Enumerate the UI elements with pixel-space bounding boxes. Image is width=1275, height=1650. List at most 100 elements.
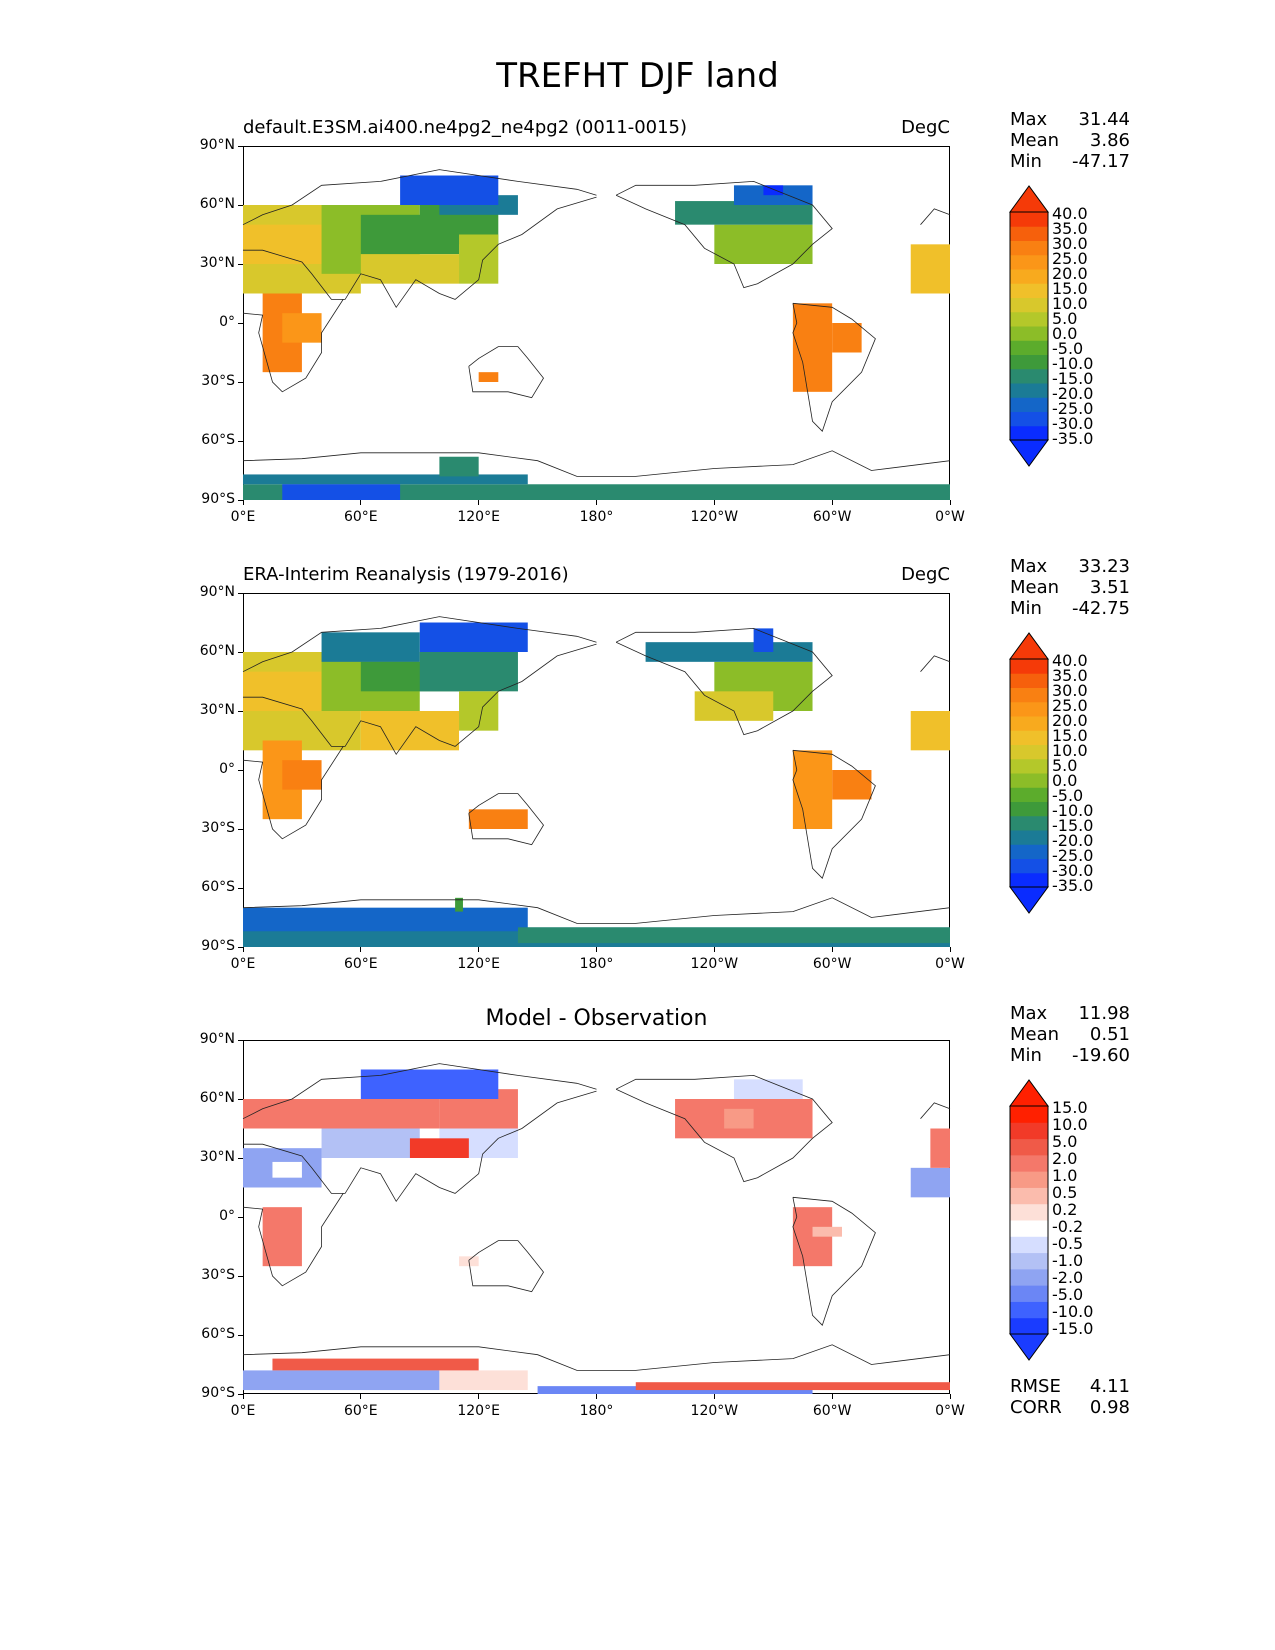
colorbar-tick-label: -10.0 — [1052, 1302, 1094, 1321]
lat-tick-label: 60°S — [201, 1326, 235, 1342]
land-cell — [478, 372, 499, 382]
lat-tick-label: 90°N — [199, 1031, 235, 1047]
colorbar — [1009, 185, 1049, 467]
colorbar-tick-label: 35.0 — [1052, 219, 1088, 238]
land-cell — [635, 1382, 950, 1391]
colorbar-bin — [1010, 858, 1048, 874]
land-cell — [419, 622, 528, 652]
lat-tick-label: 60°N — [199, 1090, 235, 1106]
colorbar-bin — [1010, 744, 1048, 760]
land-cell — [459, 234, 499, 284]
colorbar-tick-label: -0.2 — [1052, 1217, 1084, 1236]
colorbar-tick-label: 0.5 — [1052, 1183, 1078, 1202]
lat-tick-mark — [238, 710, 243, 712]
land-cell — [812, 1226, 842, 1237]
stat-value-mean: 3.86 — [1089, 130, 1130, 151]
lon-tick-mark — [713, 947, 715, 952]
land-cell — [262, 1207, 302, 1267]
colorbar-tick-label: 0.2 — [1052, 1200, 1078, 1219]
lat-tick-label: 60°N — [199, 643, 235, 659]
lat-tick-label: 30°N — [199, 255, 235, 271]
coastline — [920, 208, 951, 225]
colorbar-tick-label: 1.0 — [1052, 1166, 1078, 1185]
colorbar-tick-label: -35.0 — [1052, 429, 1094, 448]
stat-label-min: Min — [1010, 598, 1042, 619]
coastline — [615, 627, 833, 736]
land-cell — [282, 313, 322, 343]
land-cell — [243, 484, 950, 500]
colorbar-bin — [1010, 1268, 1048, 1286]
colorbar-tick-label: -25.0 — [1052, 846, 1094, 865]
lat-tick-label: 0° — [219, 1208, 235, 1224]
colorbar — [1009, 632, 1049, 914]
land-cell — [792, 303, 833, 392]
lat-tick-mark — [238, 204, 243, 206]
stat-value-min: -42.75 — [1071, 598, 1130, 619]
stat-value-max: 31.44 — [1078, 109, 1130, 130]
colorbar-bin — [1010, 830, 1048, 845]
lat-tick-mark — [238, 322, 243, 324]
colorbar-tick-label: 15.0 — [1052, 279, 1088, 298]
land-cell — [694, 691, 774, 721]
coastline — [242, 897, 951, 924]
land-cell — [910, 244, 950, 294]
colorbar-bin — [1010, 354, 1048, 370]
colorbar-extend-max — [1009, 1079, 1049, 1107]
colorbar-bin — [1010, 212, 1048, 227]
land-cell — [360, 1069, 499, 1099]
land-cell — [724, 1108, 754, 1129]
land-cell — [243, 224, 322, 264]
lat-tick-label: 30°S — [201, 373, 235, 389]
colorbar-bin — [1010, 844, 1048, 859]
lon-tick-mark — [360, 947, 362, 952]
colorbar-tick-label: -10.0 — [1052, 801, 1094, 820]
coastline — [242, 1063, 597, 1120]
colorbar-tick-label: 5.0 — [1052, 1132, 1078, 1151]
colorbar-bin — [1010, 1122, 1048, 1140]
lat-tick-label: 0° — [219, 314, 235, 330]
lon-tick-mark — [360, 1394, 362, 1399]
coastline — [920, 1102, 951, 1119]
colorbar-tick-label: -0.5 — [1052, 1234, 1084, 1253]
lon-tick-mark — [242, 1394, 244, 1399]
map-svg — [242, 169, 951, 500]
lat-tick-mark — [238, 1157, 243, 1159]
lon-tick-label: 60°W — [812, 1403, 852, 1419]
panel-left-title: default.E3SM.ai400.ne4pg2_ne4pg2 (0011-0… — [243, 117, 688, 138]
colorbar-bin — [1010, 254, 1048, 270]
lat-tick-mark — [238, 828, 243, 830]
stat-label-corr: CORR — [1010, 1397, 1062, 1418]
land-cell — [272, 1161, 302, 1178]
colorbar-tick-label: -20.0 — [1052, 384, 1094, 403]
lon-tick-mark — [831, 1394, 833, 1399]
lat-tick-label: 0° — [219, 761, 235, 777]
colorbar-outline — [1009, 211, 1049, 441]
colorbar-bin — [1010, 1106, 1048, 1123]
land-cell — [243, 474, 528, 485]
lon-tick-label: 180° — [579, 956, 614, 972]
colorbar-tick-label: 10.0 — [1052, 741, 1088, 760]
land-cell — [272, 1358, 479, 1371]
panel-left-title: ERA-Interim Reanalysis (1979-2016) — [243, 564, 569, 585]
stat-label-min: Min — [1010, 1045, 1042, 1066]
stat-label-min: Min — [1010, 151, 1042, 172]
stat-label-rmse: RMSE — [1010, 1376, 1061, 1397]
colorbar-tick-label: 30.0 — [1052, 681, 1088, 700]
lon-tick-mark — [831, 500, 833, 505]
colorbar-bin — [1010, 311, 1048, 327]
colorbar-tick-label: -20.0 — [1052, 831, 1094, 850]
land-cell — [645, 642, 813, 662]
colorbar-bin — [1010, 815, 1048, 831]
panel-units: DegC — [901, 564, 950, 585]
lat-tick-mark — [238, 592, 243, 594]
coastline — [792, 1196, 876, 1326]
lon-tick-mark — [596, 500, 597, 505]
colorbar-tick-label: -15.0 — [1052, 816, 1094, 835]
land-cell — [321, 1128, 420, 1158]
colorbar-tick-label: -15.0 — [1052, 1319, 1094, 1338]
lat-tick-mark — [238, 946, 243, 948]
colorbar-tick-label: 10.0 — [1052, 294, 1088, 313]
stat-value-min: -19.60 — [1071, 1045, 1130, 1066]
colorbar-bin — [1010, 411, 1048, 427]
colorbar-bin — [1010, 1301, 1048, 1319]
